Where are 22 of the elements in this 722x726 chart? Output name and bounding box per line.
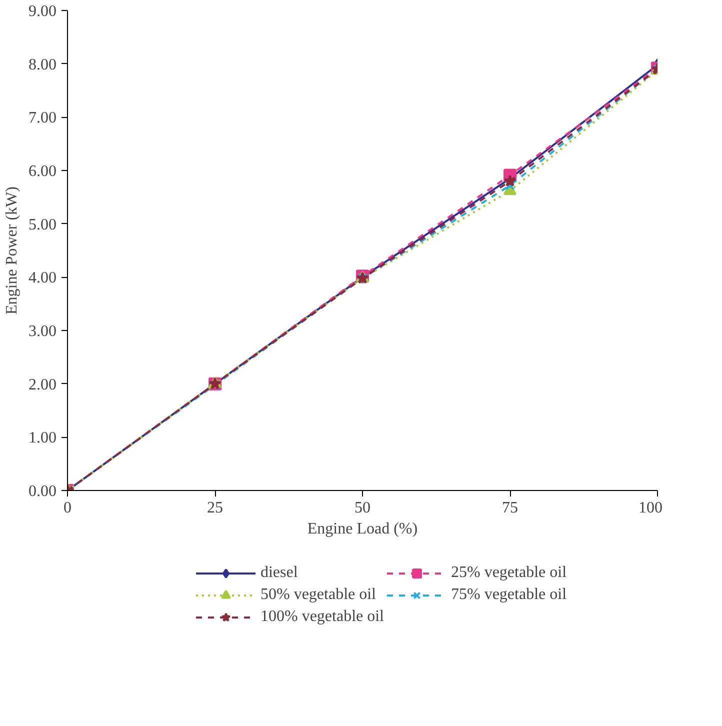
x-tick-label: 0	[64, 500, 72, 516]
x-tick-label: 25	[207, 500, 223, 516]
y-tick-label: 0.00	[28, 483, 56, 500]
y-tick-label: 7.00	[28, 110, 56, 127]
y-tick-label: 3.00	[28, 323, 56, 340]
y-tick-label: 8.00	[28, 56, 56, 74]
x-tick-label: 50	[354, 500, 370, 516]
x-axis-title: Engine Load (%)	[307, 520, 418, 538]
x-tick-label: 75	[502, 500, 518, 516]
y-tick-label: 2.00	[28, 376, 56, 394]
y-tick-label: 4.00	[28, 270, 56, 287]
y-tick-label: 6.00	[28, 163, 56, 180]
legend-label: 50% vegetable oil	[260, 586, 376, 604]
y-tick-label: 9.00	[28, 3, 56, 20]
legend-label: 25% vegetable oil	[451, 564, 567, 582]
legend-label: 75% vegetable oil	[451, 586, 567, 604]
y-tick-label: 1.00	[28, 430, 56, 447]
y-axis-title: Engine Power (kW)	[4, 186, 20, 314]
legend-label: diesel	[260, 564, 298, 582]
x-tick-label: 100	[638, 500, 662, 516]
legend-label: 100% vegetable oil	[260, 608, 384, 626]
y-tick-label: 5.00	[28, 216, 56, 234]
